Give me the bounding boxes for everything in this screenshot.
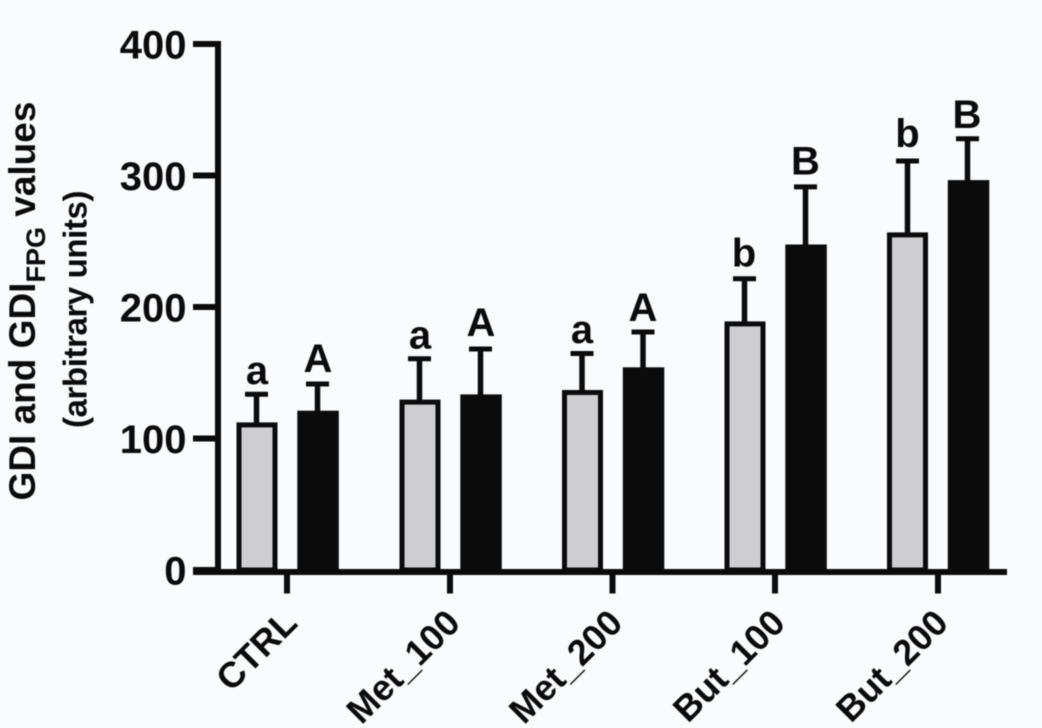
svg-text:A: A — [467, 301, 496, 345]
svg-text:a: a — [571, 308, 594, 352]
svg-text:(arbitrary units): (arbitrary units) — [57, 191, 94, 428]
svg-text:B: B — [791, 140, 820, 184]
svg-text:b: b — [895, 112, 919, 156]
svg-text:300: 300 — [120, 155, 187, 199]
svg-text:A: A — [629, 286, 658, 330]
svg-text:GDI and GDIFPG values: GDI and GDIFPG values — [2, 102, 51, 501]
svg-text:B: B — [953, 93, 982, 137]
svg-text:b: b — [732, 232, 756, 276]
svg-text:a: a — [246, 349, 269, 393]
svg-text:100: 100 — [120, 418, 187, 462]
svg-text:0: 0 — [164, 550, 186, 594]
svg-text:400: 400 — [120, 24, 187, 68]
svg-text:A: A — [304, 337, 333, 381]
svg-text:200: 200 — [120, 287, 187, 331]
svg-text:a: a — [409, 314, 432, 358]
